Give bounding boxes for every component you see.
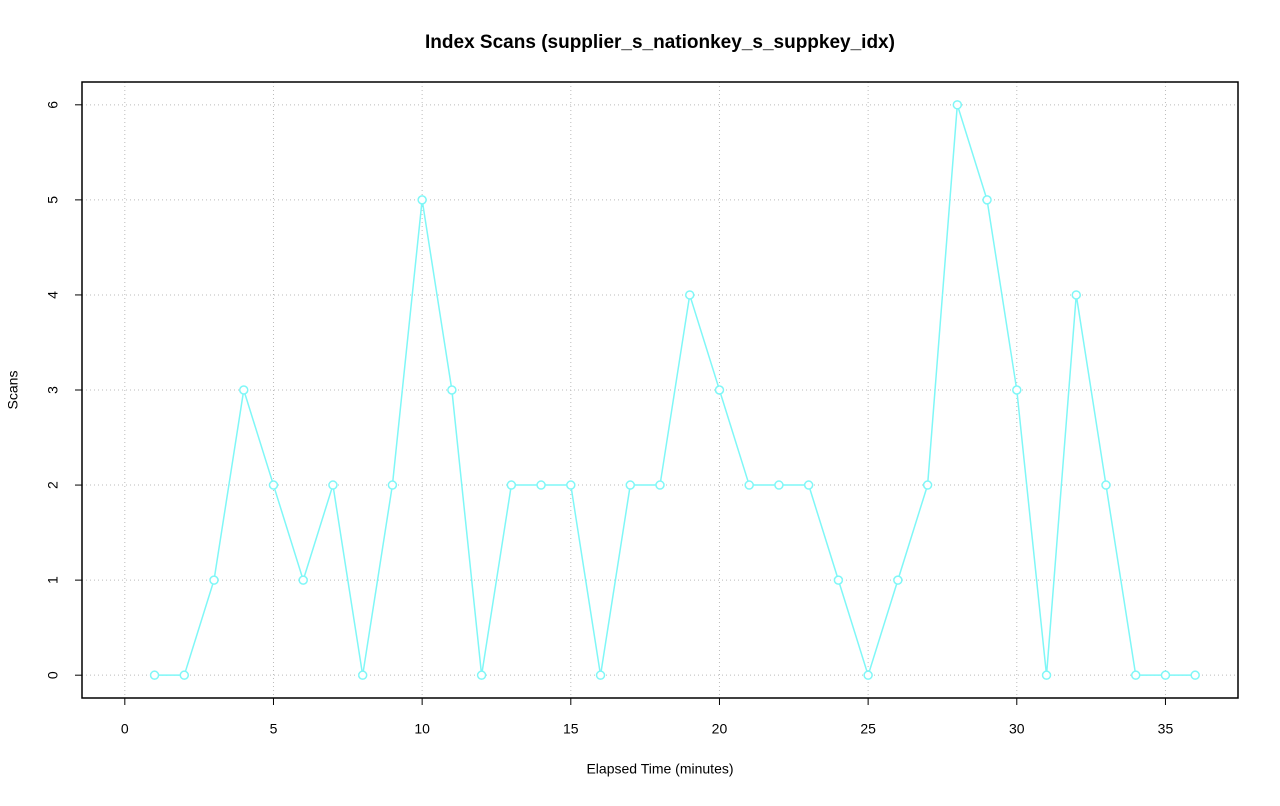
y-axis-label: Scans [5, 371, 21, 410]
data-line [154, 104, 1196, 678]
chart-title: Index Scans (supplier_s_nationkey_s_supp… [425, 32, 895, 53]
data-point [625, 480, 636, 490]
data-point [595, 670, 606, 680]
y-tick-label: 1 [45, 576, 61, 584]
data-point [1012, 385, 1022, 395]
data-point [952, 100, 963, 110]
data-point [803, 480, 814, 490]
data-point [863, 670, 873, 680]
y-tick-label: 6 [45, 101, 61, 109]
data-point [1071, 290, 1082, 300]
x-tick-label: 5 [270, 721, 278, 737]
x-tick-label: 15 [563, 721, 579, 737]
plot-frame [81, 81, 1239, 699]
data-point [774, 480, 784, 490]
x-axis-label: Elapsed Time (minutes) [586, 761, 733, 777]
data-point [387, 480, 398, 490]
data-point [655, 480, 665, 490]
y-tick-label: 3 [45, 386, 61, 394]
data-point [744, 480, 754, 490]
data-point [328, 480, 338, 490]
x-tick-label: 30 [1009, 721, 1025, 737]
y-tick-label: 5 [45, 196, 61, 204]
data-point [833, 575, 844, 585]
data-point [982, 195, 992, 205]
y-tick-label: 4 [45, 291, 61, 299]
data-point [417, 195, 427, 205]
x-tick-label: 35 [1158, 721, 1174, 737]
data-point [536, 480, 546, 490]
data-point [1130, 670, 1141, 680]
data-point [922, 480, 933, 490]
data-point [1101, 480, 1111, 490]
data-point [268, 480, 279, 490]
data-point [1041, 670, 1052, 680]
data-point [1160, 670, 1171, 680]
data-point [566, 480, 576, 490]
data-point [684, 290, 695, 300]
x-tick-label: 0 [121, 721, 129, 737]
data-point [298, 575, 308, 585]
x-tick-label: 25 [860, 721, 876, 737]
data-point [714, 385, 725, 395]
data-point [447, 385, 457, 395]
data-point [179, 670, 190, 680]
y-tick-label: 0 [45, 671, 61, 679]
x-tick-label: 10 [414, 721, 430, 737]
x-tick-label: 20 [712, 721, 728, 737]
data-point [1190, 670, 1200, 680]
data-point [209, 575, 219, 585]
data-point [506, 480, 517, 490]
data-point [893, 575, 903, 585]
data-point [238, 385, 249, 395]
data-point [149, 670, 160, 680]
y-tick-label: 2 [45, 481, 61, 489]
data-point [357, 670, 368, 680]
data-point [476, 670, 487, 680]
